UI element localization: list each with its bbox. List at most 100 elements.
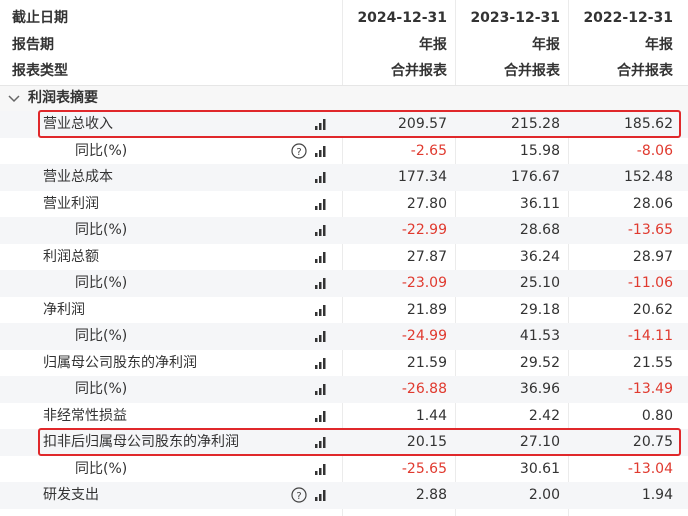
svg-text:?: ?: [296, 491, 301, 502]
row-value: 152.48: [624, 169, 673, 185]
row-label: 营业总成本: [43, 169, 113, 185]
row-label: 同比(%): [75, 275, 128, 291]
chart-icon[interactable]: [313, 143, 329, 159]
row-value: 21.59: [406, 354, 447, 371]
chart-icon[interactable]: [313, 249, 329, 265]
row-value: 176.67: [511, 169, 560, 185]
chart-icon-glyph: [315, 437, 326, 448]
row-value: 29.18: [519, 301, 560, 318]
section-title: 利润表摘要: [28, 89, 98, 106]
chart-icon[interactable]: [313, 196, 329, 212]
column-divider: [455, 0, 456, 516]
row-value: 25.10: [519, 275, 560, 291]
chart-icon[interactable]: [313, 434, 329, 450]
help-icon[interactable]: ?: [291, 487, 307, 503]
row-value: 1.44: [415, 407, 447, 424]
row-value: 41.53: [519, 328, 560, 344]
help-icon-glyph: ?: [291, 142, 307, 159]
row-value: 2.42: [528, 407, 560, 424]
chart-icon[interactable]: [313, 169, 329, 185]
row-label: 扣非后归属母公司股东的净利润: [43, 434, 239, 450]
row-value: 20.62: [632, 301, 673, 318]
chart-icon-glyph: [315, 172, 326, 183]
header-value: 年报: [532, 36, 560, 53]
row-value: -2.65: [410, 142, 447, 159]
row-label: 同比(%): [75, 222, 128, 238]
chart-icon-glyph: [315, 490, 326, 501]
chart-icon[interactable]: [313, 328, 329, 344]
row-value: 209.57: [398, 116, 447, 132]
row-value: 20.15: [406, 434, 447, 450]
chart-icon[interactable]: [313, 275, 329, 291]
row-value: 185.62: [624, 116, 673, 132]
chart-icon-glyph: [315, 251, 326, 263]
chart-icon[interactable]: [313, 302, 329, 318]
row-bg: [0, 111, 688, 138]
row-label: 营业利润: [43, 195, 99, 212]
column-divider: [568, 0, 569, 516]
chart-icon-glyph: [315, 225, 326, 236]
chart-icon[interactable]: [313, 487, 329, 503]
chart-icon[interactable]: [313, 116, 329, 132]
row-value: 2.88: [415, 487, 447, 503]
chart-icon-glyph: [315, 198, 326, 210]
row-value: 21.55: [632, 354, 673, 371]
header-value: 合并报表: [504, 63, 560, 79]
row-value: 20.75: [632, 434, 673, 450]
chart-icon-glyph: [315, 145, 326, 157]
collapse-icon[interactable]: [6, 90, 22, 106]
row-value: 27.87: [406, 248, 447, 265]
row-value: 215.28: [511, 116, 560, 132]
chart-icon-glyph: [315, 331, 326, 342]
row-label: 同比(%): [75, 460, 128, 477]
row-value: 28.97: [632, 248, 673, 265]
highlight-box: [38, 110, 681, 138]
row-value: -26.88: [401, 381, 447, 397]
header-value: 2024-12-31: [357, 10, 447, 26]
chart-icon-glyph: [315, 384, 326, 395]
row-value: 27.10: [519, 434, 560, 450]
row-bg: [0, 376, 688, 403]
row-value: -14.11: [627, 328, 673, 344]
row-value: -13.04: [627, 460, 673, 477]
row-value: 28.06: [632, 195, 673, 212]
highlight-box: [38, 428, 681, 456]
chart-icon-glyph: [315, 357, 326, 369]
header-value: 年报: [645, 36, 673, 53]
header-value: 2023-12-31: [470, 10, 560, 26]
row-bg: [0, 323, 688, 350]
row-value: -11.06: [627, 275, 673, 291]
row-label: 非经常性损益: [43, 407, 127, 424]
row-value: -8.06: [636, 142, 673, 159]
section-bg: [0, 84, 688, 111]
chart-icon[interactable]: [313, 408, 329, 424]
row-value: -24.99: [401, 328, 447, 344]
chart-icon[interactable]: [313, 222, 329, 238]
row-value: 36.24: [519, 248, 560, 265]
row-bg: [0, 217, 688, 244]
chart-icon[interactable]: [313, 355, 329, 371]
row-value: 29.52: [519, 354, 560, 371]
header-label: 截止日期: [12, 10, 68, 26]
header-value: 年报: [419, 36, 447, 53]
chart-icon[interactable]: [313, 381, 329, 397]
row-value: -23.09: [401, 275, 447, 291]
row-value: 36.11: [519, 195, 560, 212]
row-value: -25.65: [401, 460, 447, 477]
row-value: 0.80: [641, 407, 673, 424]
chart-icon-glyph: [315, 304, 326, 316]
chart-icon[interactable]: [313, 461, 329, 477]
column-divider: [342, 0, 343, 516]
row-label: 利润总额: [43, 248, 99, 265]
chart-icon-glyph: [315, 119, 326, 130]
row-label: 归属母公司股东的净利润: [43, 354, 197, 371]
chart-icon-glyph: [315, 410, 326, 422]
help-icon[interactable]: ?: [291, 142, 307, 159]
row-value: 28.68: [519, 222, 560, 238]
row-value: 21.89: [406, 301, 447, 318]
row-value: 27.80: [406, 195, 447, 212]
row-value: 15.98: [519, 142, 560, 159]
row-value: -22.99: [401, 222, 447, 238]
chart-icon-glyph: [315, 463, 326, 475]
